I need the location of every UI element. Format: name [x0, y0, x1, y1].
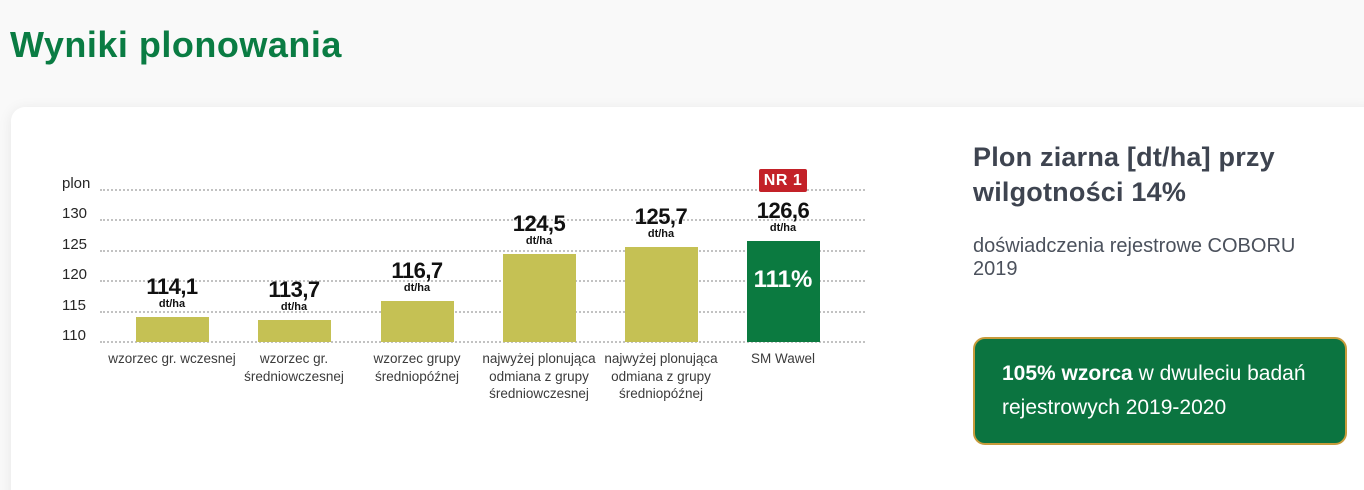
- callout-rest: w dwuleciu badań rejestrowych 2019-2020: [1002, 362, 1306, 419]
- bar-category-label: SM Wawel: [750, 351, 815, 366]
- y-tick-label: 120: [62, 266, 88, 284]
- y-tick-label: 125: [62, 235, 88, 253]
- bar: [502, 253, 576, 342]
- callout-bold: 105% wzorca: [1002, 362, 1133, 385]
- bar-value-unit: dt/ha: [158, 298, 186, 311]
- bar-value-unit: dt/ha: [280, 300, 308, 313]
- bar-sm-wawel: [746, 241, 820, 342]
- bar-value-number: 125,7: [634, 203, 688, 229]
- y-gridline: [100, 341, 865, 343]
- bar-value-unit: dt/ha: [525, 234, 553, 247]
- bar: [257, 319, 331, 342]
- bar-value-number: 124,5: [512, 210, 566, 236]
- bar: [380, 301, 454, 342]
- callout-box: 105% wzorca w dwuleciu badań rejestrowyc…: [973, 337, 1347, 445]
- bar-value-label: 114,1 dt/ha: [112, 275, 232, 311]
- bar-category-label: wzorzec gr. wczesnej: [108, 351, 236, 366]
- y-gridline: [100, 249, 865, 252]
- bar-value-number: 113,7: [268, 276, 320, 302]
- y-gridline: [100, 310, 865, 313]
- bar: [624, 246, 698, 342]
- bar-value-label: 126,6 dt/ha: [723, 199, 843, 235]
- highlight-percent: 111%: [753, 266, 813, 294]
- bar-value-unit: dt/ha: [769, 222, 797, 235]
- bar-value-number: 114,1: [146, 274, 198, 300]
- bar-value-label: 125,7 dt/ha: [601, 205, 721, 241]
- bar-category-label: najwyżej plonująca odmiana z grupy średn…: [604, 351, 718, 401]
- bar-value-label: 124,5 dt/ha: [479, 212, 599, 248]
- bar-value-unit: dt/ha: [647, 227, 675, 240]
- bar-value-label: 116,7 dt/ha: [357, 259, 477, 295]
- y-tick-label: 115: [62, 296, 86, 314]
- panel-subtitle: doświadczenia rejestrowe COBORU 2019: [973, 235, 1296, 280]
- nr1-badge: NR 1: [759, 169, 807, 192]
- y-gridline: [100, 280, 865, 283]
- panel-heading: Plon ziarna [dt/ha] przy wilgotności 14%: [973, 142, 1275, 207]
- bar-category-label: wzorzec gr. średniowczesnej: [244, 351, 344, 384]
- bar-value-number: 116,7: [391, 258, 443, 284]
- y-tick-label: 110: [62, 327, 86, 344]
- y-tick-label: 130: [62, 205, 88, 223]
- bar-category-label: najwyżej plonująca odmiana z grupy średn…: [482, 351, 596, 401]
- bar: [135, 317, 209, 342]
- page-title: Wyniki plonowania: [10, 24, 342, 65]
- callout-text: 105% wzorca w dwuleciu badań rejestrowyc…: [1002, 357, 1325, 425]
- y-gridline: [100, 189, 865, 191]
- y-gridline: [100, 219, 865, 222]
- bar-value-label: 113,7 dt/ha: [234, 278, 354, 314]
- y-axis-label: plon: [62, 175, 91, 192]
- bar-value-unit: dt/ha: [403, 282, 431, 295]
- bar-category-label: wzorzec grupy średniopóźnej: [373, 351, 461, 384]
- bar-value-number: 126,6: [756, 198, 810, 224]
